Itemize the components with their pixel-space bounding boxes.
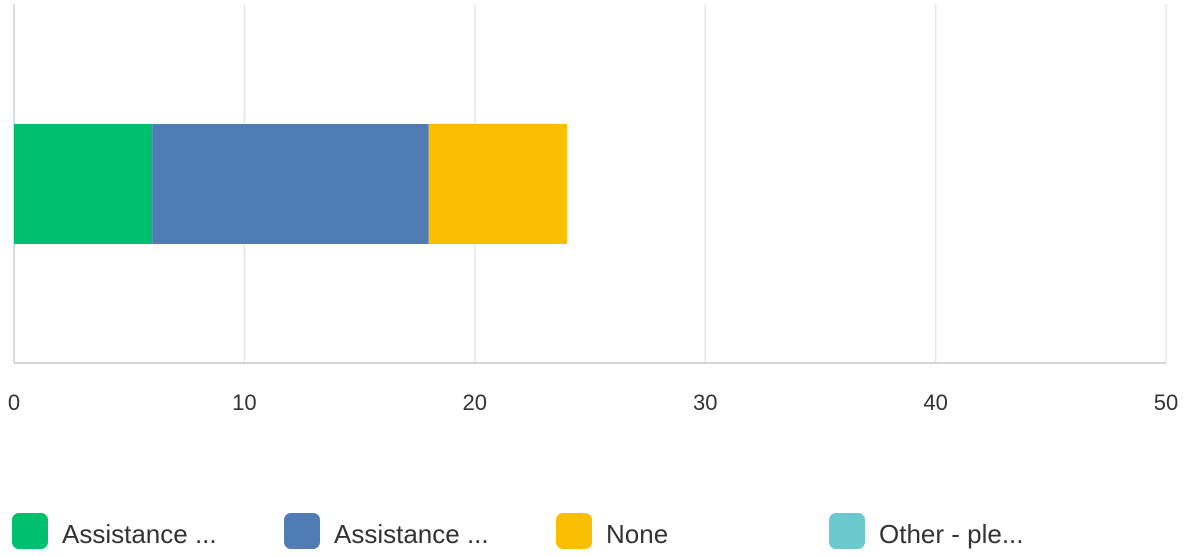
x-tick-labels: 0 10 20 30 40 50 — [8, 390, 1178, 415]
legend-swatch[interactable] — [284, 513, 320, 549]
legend-label: Other - ple... — [879, 519, 1024, 549]
x-tick-label: 0 — [8, 390, 20, 415]
x-tick-label: 40 — [923, 390, 947, 415]
x-tick-label: 30 — [693, 390, 717, 415]
x-tick-label: 10 — [232, 390, 256, 415]
legend-label: None — [606, 519, 668, 549]
legend-label: Assistance ... — [334, 519, 489, 549]
legend-label: Assistance ... — [62, 519, 217, 549]
bar-segment-1[interactable] — [152, 124, 429, 244]
legend-swatch[interactable] — [829, 513, 865, 549]
legend-swatch[interactable] — [556, 513, 592, 549]
legend: Assistance ... Assistance ... None Other - … — [12, 513, 1024, 549]
x-tick-label: 50 — [1154, 390, 1178, 415]
x-tick-label: 20 — [463, 390, 487, 415]
legend-swatch[interactable] — [12, 513, 48, 549]
bar-segment-0[interactable] — [14, 124, 153, 244]
bars — [14, 124, 567, 244]
bar-segment-2[interactable] — [428, 124, 567, 244]
